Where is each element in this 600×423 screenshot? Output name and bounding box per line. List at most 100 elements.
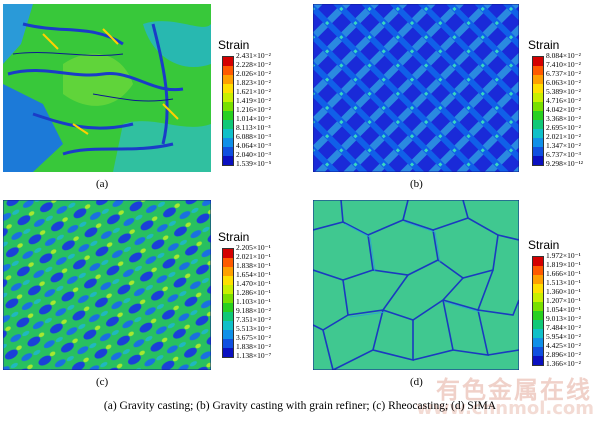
color-swatch (533, 111, 543, 120)
tick-label: 6.063×10⁻² (546, 78, 581, 87)
color-swatch (223, 57, 233, 66)
color-swatch (223, 267, 233, 276)
panel-label-a: (a) (96, 178, 109, 190)
tick-label: 9.188×10⁻² (236, 306, 271, 315)
tick-label: 1.819×10⁻¹ (546, 260, 581, 269)
tick-label: 2.205×10⁻¹ (236, 243, 271, 252)
color-swatch (223, 147, 233, 156)
figure-caption: (a) Gravity casting; (b) Gravity casting… (103, 400, 497, 412)
color-swatch (533, 275, 543, 284)
color-bar-d (532, 256, 544, 366)
color-swatch (533, 302, 543, 311)
tick-label: 3.368×10⁻² (546, 114, 581, 123)
tick-label: 2.021×10⁻² (546, 132, 581, 141)
tick-label: 2.228×10⁻² (236, 60, 271, 69)
color-swatch (533, 284, 543, 293)
color-swatch (533, 293, 543, 302)
tick-label: 1.207×10⁻¹ (546, 296, 581, 305)
tick-label: 1.470×10⁻¹ (236, 279, 271, 288)
legend-title-d: Strain (528, 238, 560, 252)
tick-label: 4.425×10⁻² (546, 341, 581, 350)
color-swatch (533, 66, 543, 75)
tick-label: 2.026×10⁻² (236, 69, 271, 78)
legend-title-a: Strain (218, 38, 250, 52)
tick-label: 1.513×10⁻¹ (546, 278, 581, 287)
color-swatch (223, 249, 233, 258)
color-swatch (223, 312, 233, 321)
tick-label: 2.431×10⁻² (236, 51, 271, 60)
tick-label: 1.539×10⁻⁵ (236, 159, 272, 168)
contour-plot-a (3, 4, 211, 172)
tick-label: 6.737×10⁻² (546, 69, 581, 78)
tick-label: 5.954×10⁻² (546, 332, 581, 341)
tick-label: 7.410×10⁻² (546, 60, 581, 69)
tick-label: 6.088×10⁻³ (236, 132, 271, 141)
tick-label: 1.286×10⁻¹ (236, 288, 271, 297)
tick-label: 4.716×10⁻² (546, 96, 581, 105)
watermark-url: www.cnnmol.com (416, 398, 594, 419)
legend-a: Strain 2.431×10⁻² 2.228×10⁻² 2.026×10⁻² 1.8… (218, 38, 298, 168)
color-swatch (223, 120, 233, 129)
color-swatch (223, 129, 233, 138)
tick-label: 1.654×10⁻¹ (236, 270, 271, 279)
legend-title-b: Strain (528, 38, 560, 52)
color-swatch (533, 329, 543, 338)
tick-label: 5.513×10⁻² (236, 324, 271, 333)
contour-image-a (3, 4, 211, 172)
tick-label: 6.737×10⁻³ (546, 150, 581, 159)
color-swatch (223, 66, 233, 75)
tick-label: 9.298×10⁻¹² (546, 159, 584, 168)
color-swatch (533, 311, 543, 320)
tick-label: 1.366×10⁻² (546, 359, 581, 368)
color-bar-c (222, 248, 234, 358)
color-swatch (533, 138, 543, 147)
legend-d: Strain 1.972×10⁻¹ 1.819×10⁻¹ 1.666×10⁻¹ 1.5… (528, 238, 600, 368)
legend-title-c: Strain (218, 230, 250, 244)
color-swatch (223, 303, 233, 312)
tick-label: 4.042×10⁻² (546, 105, 581, 114)
tick-label: 1.666×10⁻¹ (546, 269, 581, 278)
color-swatch (533, 338, 543, 347)
tick-label: 7.351×10⁻² (236, 315, 271, 324)
tick-label: 1.014×10⁻² (236, 114, 271, 123)
color-swatch (533, 75, 543, 84)
contour-plot-b (313, 4, 519, 172)
color-swatch (223, 348, 233, 357)
color-swatch (223, 75, 233, 84)
color-swatch (533, 347, 543, 356)
color-swatch (223, 285, 233, 294)
legend-c: Strain 2.205×10⁻¹ 2.021×10⁻¹ 1.838×10⁻¹ 1.6… (218, 230, 298, 360)
contour-image-b (313, 4, 519, 172)
panel-label-c: (c) (96, 376, 109, 388)
color-swatch (223, 321, 233, 330)
color-swatch (223, 276, 233, 285)
color-swatch (533, 156, 543, 165)
contour-plot-c (3, 200, 211, 370)
color-bar-a (222, 56, 234, 166)
tick-label: 3.675×10⁻² (236, 333, 271, 342)
tick-label: 1.103×10⁻¹ (236, 297, 271, 306)
tick-label: 1.138×10⁻⁷ (236, 351, 272, 360)
color-swatch (533, 93, 543, 102)
tick-label: 7.484×10⁻² (546, 323, 581, 332)
color-swatch (533, 102, 543, 111)
color-swatch (533, 57, 543, 66)
tick-label: 1.054×10⁻¹ (546, 305, 581, 314)
color-swatch (533, 129, 543, 138)
contour-image-d (313, 200, 519, 370)
tick-label: 2.040×10⁻³ (236, 150, 271, 159)
tick-label: 2.021×10⁻¹ (236, 252, 271, 261)
color-swatch (223, 156, 233, 165)
tick-label: 1.838×10⁻¹ (236, 261, 271, 270)
tick-label: 4.064×10⁻³ (236, 141, 271, 150)
color-swatch (223, 102, 233, 111)
color-swatch (223, 138, 233, 147)
tick-label: 1.621×10⁻² (236, 87, 271, 96)
color-swatch (223, 339, 233, 348)
panel-label-d: (d) (410, 376, 423, 388)
color-swatch (223, 330, 233, 339)
color-swatch (533, 84, 543, 93)
color-swatch (533, 120, 543, 129)
color-swatch (533, 266, 543, 275)
color-swatch (533, 320, 543, 329)
